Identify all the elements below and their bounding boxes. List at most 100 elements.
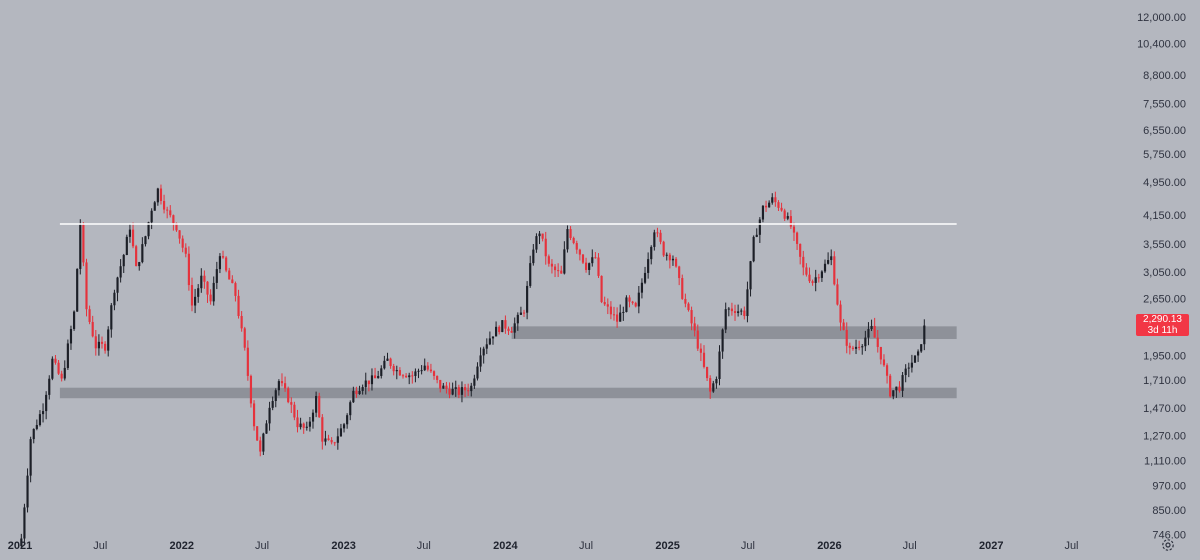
candle-body [162,200,166,210]
candle [606,298,609,315]
candle [228,267,231,280]
candle [671,255,675,266]
candle [544,231,547,265]
candle [482,346,485,364]
candle-body [631,301,634,303]
candle [125,234,128,256]
candle [476,362,479,381]
candle [457,384,460,399]
candle [26,468,29,513]
candle [709,375,712,399]
candle [774,191,777,207]
candle-body [113,292,116,306]
candle [271,396,274,411]
candle-body [377,375,380,379]
candle-body [138,262,141,267]
candle [209,289,212,305]
candle [907,362,910,378]
candle [612,306,616,321]
candle [616,307,619,328]
candle [206,281,209,303]
candle-body [181,238,184,248]
candle [845,322,848,354]
candle [122,253,125,274]
candle-body [57,362,60,374]
candle [467,383,470,396]
candle [141,237,144,264]
candle-body [107,329,110,351]
candle-body [178,230,181,239]
candle [246,340,249,381]
candle [339,423,343,437]
candle [110,303,113,338]
candle-body [715,378,718,384]
candle [485,338,488,355]
candle [287,386,290,404]
candle-body [764,205,768,208]
candle-body [529,263,532,286]
candle-body [777,202,780,208]
candle-body [262,433,265,452]
candle-body [522,312,526,314]
candle-body [290,402,293,405]
candle-body [451,388,454,395]
candle [904,364,907,383]
candle [659,229,662,245]
candle-body [619,312,622,322]
candle [243,326,246,351]
candle-body [327,438,330,440]
candle-body [324,438,327,442]
candle [85,258,88,317]
candle [194,288,197,314]
candle [842,318,845,331]
candle-body [131,229,135,247]
candle-body [867,329,870,338]
candle [76,268,79,312]
candle [761,205,765,223]
candle [414,368,417,383]
candle [184,243,187,258]
candle [749,260,752,297]
y-tick-label: 3,050.00 [1143,267,1186,279]
candle [470,382,473,397]
candle-body [488,338,491,345]
candle-body [361,387,364,391]
candle-body [209,294,212,302]
candle-body [501,320,504,333]
candle [299,417,302,430]
candle-body [457,387,460,395]
candle-body [572,238,575,244]
candle [308,416,311,432]
candle [516,312,519,331]
candle-body [913,355,917,363]
candle [66,339,69,370]
candle-body [603,302,606,305]
candle-body [29,439,32,476]
candle [355,386,358,398]
candle [591,249,594,267]
candle [529,255,532,288]
candle-body [795,232,799,244]
candle [445,381,448,394]
candle [488,331,491,346]
candle [668,252,671,269]
y-tick-label: 2,650.00 [1143,293,1186,305]
candle [256,426,259,441]
candle [218,253,222,274]
candle-body [35,425,38,429]
candle-body [398,370,401,376]
candle [597,253,600,279]
candle [315,391,318,418]
candle-body [166,209,169,211]
candle [358,385,361,395]
candle [119,259,122,283]
candle [681,274,684,300]
candle-body [231,279,234,284]
candle-body [305,426,308,428]
candle-body [749,261,752,290]
gear-icon[interactable] [1161,538,1175,552]
candle-body [879,346,882,360]
candle-body [243,328,246,348]
